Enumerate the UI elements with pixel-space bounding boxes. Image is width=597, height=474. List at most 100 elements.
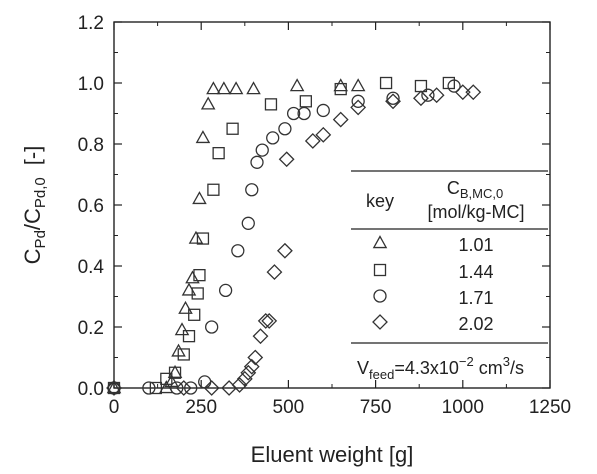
circle-point [231,244,245,258]
circle-point [447,79,461,93]
x-tick-label: 250 [185,397,217,418]
circle-point [351,94,365,108]
x-tick-label: 0 [109,397,120,418]
diamond-point [465,84,482,101]
triangle-point [200,96,216,110]
square-point [168,366,182,379]
diamond-point [243,358,260,375]
triangle-point [174,322,190,336]
circle-point [386,91,400,105]
legend-value-label: 1.01 [458,235,493,255]
circle-point [142,381,156,395]
square-point [196,232,210,245]
circle-point [245,183,259,197]
triangle-point [188,230,204,244]
triangle-point [185,270,200,284]
legend-circle-symbol [373,289,387,303]
x-tick-label: 500 [273,397,305,418]
square-point [207,183,220,196]
legend-diamond-symbol [372,314,388,330]
diamond-point [428,87,445,104]
circle-point [241,216,255,230]
data-markers [106,76,482,396]
circle-point [266,131,280,145]
y-axis-title: CPd/CPd,0[-] [20,146,49,265]
circle-point [170,381,184,395]
triangle-point [246,81,261,95]
square-point [191,287,204,300]
circle-point [198,375,212,389]
diamond-point [252,328,269,345]
series-triangle [106,78,366,394]
circle-point [205,320,219,334]
square-point [379,76,393,90]
x-axis-title: Eluent weight [g] [251,442,414,467]
square-point [182,329,196,343]
y-tick-label: 1.0 [78,74,104,95]
circle-point [107,381,121,395]
diamond-point [240,364,257,381]
diamond-point [278,151,295,168]
square-point [188,308,201,321]
legend-feed-rate: Vfeed=4.3x10−2 cm3/s [357,354,524,382]
diamond-point [350,99,367,116]
triangle-point [178,300,193,314]
series-diamond [106,84,482,396]
square-point [212,146,225,160]
series-square [107,76,455,395]
legend-triangle-symbol [372,235,388,249]
y-tick-label: 0.2 [78,318,104,339]
square-point [193,268,206,282]
y-tick-label: 1.2 [78,13,104,34]
circle-point [286,106,301,121]
triangle-point [181,282,197,296]
circle-point [278,122,292,136]
square-point [149,381,163,395]
diamond-point [247,349,264,366]
legend-value-label: 2.02 [458,314,493,334]
triangle-point [216,81,232,95]
triangle-point [195,130,211,144]
triangle-point [333,78,349,92]
diamond-point [261,312,278,329]
x-tick-label: 750 [360,397,392,418]
circle-point [421,88,435,102]
series-circle [107,79,461,395]
triangle-point [228,81,244,95]
diamond-point [315,126,332,143]
diamond-point [304,133,321,149]
axis-tick-labels: 0 250 500 750 1000 1250 0.0 0.2 0.4 0.6 0.8 1.0 1.2 [78,13,572,418]
axis-ticks [113,21,551,389]
triangle-point [206,81,221,95]
legend-square-symbol [373,263,387,277]
diamond-point [413,90,429,107]
circle-point [255,143,269,157]
circle-point [184,381,198,395]
y-tick-label: 0.6 [78,196,104,217]
diamond-point [276,242,293,259]
diamond-point [175,380,192,396]
diamond-point [106,380,122,396]
legend-value-header: CB,MC,0 [447,178,503,201]
x-tick-label: 1250 [529,397,571,418]
square-point [299,95,312,108]
square-point [334,82,347,96]
square-point [177,348,190,361]
triangle-point [167,364,183,378]
diamond-point [454,84,471,101]
legend-value-label: 1.44 [458,262,493,282]
legend-rows: 1.01 1.44 1.71 2.02 [372,235,494,334]
diamond-point [266,264,283,281]
square-point [226,122,239,135]
legend-value-label: 1.71 [458,288,493,308]
circle-point [297,106,311,121]
diamond-point [231,377,248,393]
y-tick-label: 0.8 [78,135,104,156]
circle-point [316,103,330,118]
square-point [264,98,278,111]
diamond-point [257,312,274,329]
triangle-point [289,78,305,92]
circle-point [218,283,233,298]
diamond-point [385,93,401,110]
